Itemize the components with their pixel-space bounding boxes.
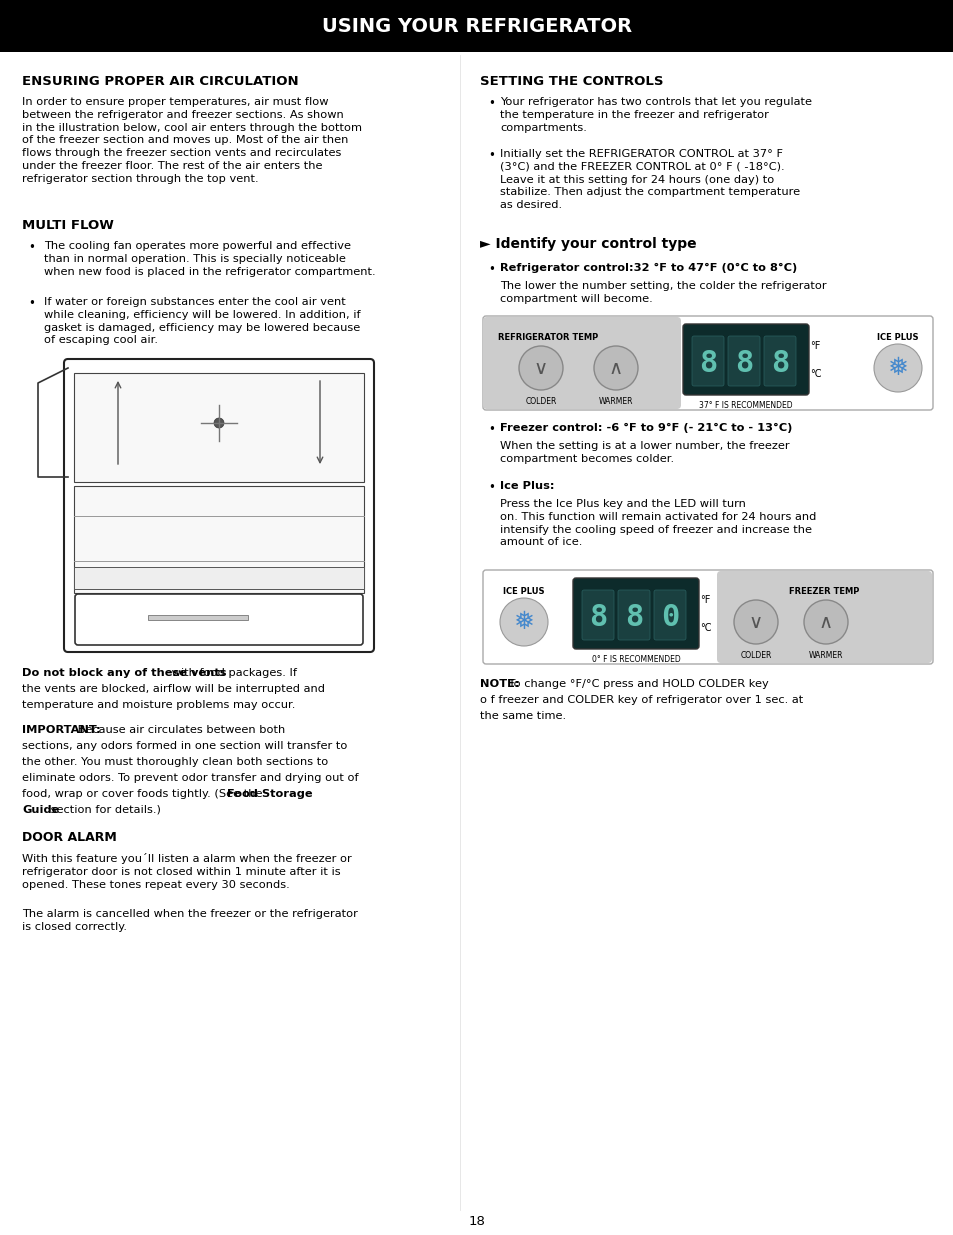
FancyBboxPatch shape [682,324,808,395]
Text: If water or foreign substances enter the cool air vent
while cleaning, efficienc: If water or foreign substances enter the… [44,296,360,346]
Text: Freezer control: -6 °F to 9°F (- 21°C to - 13°C): Freezer control: -6 °F to 9°F (- 21°C to… [499,424,792,433]
Circle shape [873,345,921,391]
Text: SETTING THE CONTROLS: SETTING THE CONTROLS [479,75,662,88]
FancyBboxPatch shape [482,316,932,410]
FancyBboxPatch shape [581,590,614,640]
Text: •: • [28,296,35,310]
Circle shape [518,346,562,390]
Text: USING YOUR REFRIGERATOR: USING YOUR REFRIGERATOR [321,16,632,36]
Text: COLDER: COLDER [740,651,771,659]
Text: Your refrigerator has two controls that let you regulate
the temperature in the : Your refrigerator has two controls that … [499,98,811,132]
Text: Press the Ice Plus key and the LED will turn
on. This function will remain activ: Press the Ice Plus key and the LED will … [499,499,816,547]
Bar [74,567,364,589]
Text: When the setting is at a lower number, the freezer
compartment becomes colder.: When the setting is at a lower number, t… [499,441,789,464]
Text: •: • [488,424,495,436]
Text: °C: °C [700,622,711,634]
FancyBboxPatch shape [75,594,363,645]
Text: ❅: ❅ [886,356,907,380]
Circle shape [733,600,778,643]
Text: MULTI FLOW: MULTI FLOW [22,219,113,232]
Bar [0,0,953,52]
Text: the vents are blocked, airflow will be interrupted and: the vents are blocked, airflow will be i… [22,684,325,694]
Text: DOOR ALARM: DOOR ALARM [22,831,116,844]
Text: ∧: ∧ [608,358,622,378]
Text: Do not block any of these vents: Do not block any of these vents [22,668,226,678]
Text: •: • [488,98,495,110]
Text: REFRIGERATOR TEMP: REFRIGERATOR TEMP [497,333,598,342]
Text: 0° F IS RECOMMENDED: 0° F IS RECOMMENDED [591,655,679,664]
Text: 8: 8 [770,348,788,378]
Text: Initially set the REFRIGERATOR CONTROL at 37° F
(3°C) and the FREEZER CONTROL at: Initially set the REFRIGERATOR CONTROL a… [499,149,800,210]
Circle shape [499,598,547,646]
Text: 0: 0 [660,603,679,631]
FancyBboxPatch shape [717,571,931,663]
FancyBboxPatch shape [763,336,795,387]
Text: ICE PLUS: ICE PLUS [503,587,544,597]
Circle shape [803,600,847,643]
Text: COLDER: COLDER [525,396,557,406]
Circle shape [594,346,638,390]
FancyBboxPatch shape [618,590,649,640]
Text: ❅: ❅ [513,610,534,634]
Bar [148,615,248,620]
Text: ► Identify your control type: ► Identify your control type [479,237,696,251]
Text: °C: °C [809,369,821,379]
Text: ICE PLUS: ICE PLUS [877,333,918,342]
Text: sections, any odors formed in one section will transfer to: sections, any odors formed in one sectio… [22,741,347,751]
Text: The cooling fan operates more powerful and effective
than in normal operation. T: The cooling fan operates more powerful a… [44,241,375,277]
Text: ∧: ∧ [818,613,832,631]
Text: Ice Plus:: Ice Plus: [499,480,554,492]
FancyBboxPatch shape [691,336,723,387]
Text: In order to ensure proper temperatures, air must flow
between the refrigerator a: In order to ensure proper temperatures, … [22,98,361,184]
Text: WARMER: WARMER [598,396,633,406]
Text: temperature and moisture problems may occur.: temperature and moisture problems may oc… [22,700,295,710]
Text: °F: °F [700,595,710,605]
Circle shape [213,417,224,429]
Text: the same time.: the same time. [479,711,565,721]
Text: 8: 8 [588,603,606,631]
Text: Refrigerator control:32 °F to 47°F (0°C to 8°C): Refrigerator control:32 °F to 47°F (0°C … [499,263,797,273]
Text: 37° F IS RECOMMENDED: 37° F IS RECOMMENDED [699,401,792,410]
Text: •: • [488,149,495,162]
Text: eliminate odors. To prevent odor transfer and drying out of: eliminate odors. To prevent odor transfe… [22,773,358,783]
Text: To change °F/°C press and HOLD COLDER key: To change °F/°C press and HOLD COLDER ke… [504,679,768,689]
Text: The lower the number setting, the colder the refrigerator
compartment will becom: The lower the number setting, the colder… [499,282,825,304]
FancyBboxPatch shape [727,336,760,387]
FancyBboxPatch shape [573,578,699,650]
Text: with food packages. If: with food packages. If [168,668,296,678]
Text: o f freezer and COLDER key of refrigerator over 1 sec. at: o f freezer and COLDER key of refrigerat… [479,695,802,705]
Bar [74,373,364,482]
Text: •: • [28,241,35,254]
Text: 8: 8 [624,603,642,631]
Text: 18: 18 [468,1215,485,1228]
Text: °F: °F [809,341,820,351]
Text: ∨: ∨ [534,358,548,378]
Text: Food Storage: Food Storage [227,789,312,799]
Text: 8: 8 [734,348,753,378]
Text: 8: 8 [699,348,717,378]
Text: The alarm is cancelled when the freezer or the refrigerator
is closed correctly.: The alarm is cancelled when the freezer … [22,909,357,931]
Text: Guide: Guide [22,805,59,815]
Text: ∨: ∨ [748,613,762,631]
Text: WARMER: WARMER [808,651,842,659]
Text: NOTE:: NOTE: [479,679,519,689]
Text: ENSURING PROPER AIR CIRCULATION: ENSURING PROPER AIR CIRCULATION [22,75,298,88]
Text: FREEZER TEMP: FREEZER TEMP [788,587,859,597]
FancyBboxPatch shape [654,590,685,640]
Text: •: • [488,480,495,494]
Text: IMPORTANT:: IMPORTANT: [22,725,101,735]
FancyBboxPatch shape [482,571,932,664]
Text: section for details.): section for details.) [47,805,161,815]
Text: food, wrap or cover foods tightly. (See the: food, wrap or cover foods tightly. (See … [22,789,270,799]
Bar [74,487,364,593]
FancyBboxPatch shape [64,359,374,652]
Text: the other. You must thoroughly clean both sections to: the other. You must thoroughly clean bot… [22,757,328,767]
Text: Because air circulates between both: Because air circulates between both [74,725,285,735]
Text: •: • [488,263,495,275]
FancyBboxPatch shape [482,317,680,409]
Text: With this feature you´ll listen a alarm when the freezer or
refrigerator door is: With this feature you´ll listen a alarm … [22,853,352,889]
